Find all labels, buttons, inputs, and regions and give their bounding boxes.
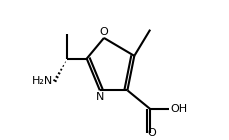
Text: H₂N: H₂N [32,76,53,86]
Text: OH: OH [170,104,187,114]
Text: O: O [99,27,108,37]
Text: O: O [147,128,156,138]
Text: N: N [95,92,104,102]
